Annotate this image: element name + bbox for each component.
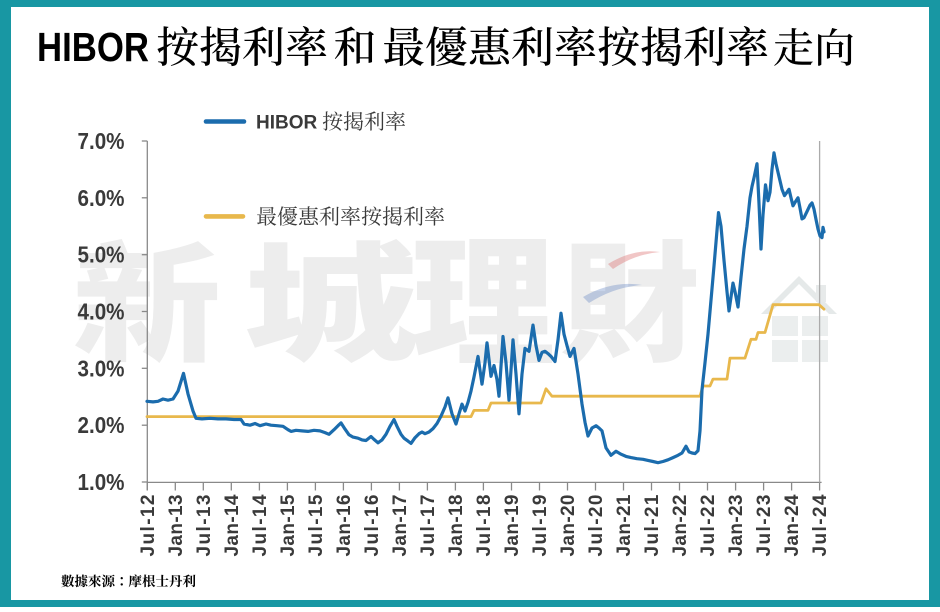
svg-text:Jul-14: Jul-14: [250, 494, 271, 556]
svg-text:7.0%: 7.0%: [78, 128, 125, 154]
svg-text:Jan-20: Jan-20: [558, 495, 579, 557]
svg-text:Jan-22: Jan-22: [670, 495, 691, 557]
svg-text:HIBOR: HIBOR: [37, 24, 149, 70]
svg-text:Jan-18: Jan-18: [446, 495, 467, 557]
svg-text:HIBOR: HIBOR: [256, 113, 318, 134]
svg-text:Jan-15: Jan-15: [278, 494, 299, 556]
svg-text:Jul-22: Jul-22: [698, 495, 719, 557]
svg-text:5.0%: 5.0%: [78, 242, 125, 268]
svg-text:Jan-19: Jan-19: [502, 495, 523, 557]
svg-text:1.0%: 1.0%: [78, 469, 125, 495]
svg-text:Jul-17: Jul-17: [418, 495, 439, 557]
svg-text:Jul-18: Jul-18: [474, 495, 495, 557]
svg-text:Jul-16: Jul-16: [362, 495, 383, 557]
svg-text:Jan-14: Jan-14: [222, 494, 243, 556]
svg-text:3.0%: 3.0%: [78, 355, 125, 381]
svg-text:4.0%: 4.0%: [78, 299, 125, 325]
svg-text:Jul-21: Jul-21: [642, 494, 663, 556]
svg-text:Jul-15: Jul-15: [306, 494, 327, 556]
svg-text:Jul-20: Jul-20: [586, 495, 607, 557]
svg-text:Jul-19: Jul-19: [530, 495, 551, 557]
svg-text:Jul-23: Jul-23: [754, 495, 775, 557]
svg-text:Jul-13: Jul-13: [194, 495, 215, 557]
svg-text:Jan-23: Jan-23: [726, 495, 747, 557]
svg-text:Jul-24: Jul-24: [810, 494, 831, 556]
svg-text:Jan-24: Jan-24: [782, 494, 803, 556]
svg-text:2.0%: 2.0%: [78, 412, 125, 438]
svg-text:Jan-21: Jan-21: [614, 494, 635, 556]
svg-text:Jan-13: Jan-13: [166, 495, 187, 557]
svg-text:Jan-17: Jan-17: [390, 495, 411, 557]
svg-text:Jul-12: Jul-12: [138, 495, 159, 557]
svg-text:Jan-16: Jan-16: [334, 495, 355, 557]
svg-text:6.0%: 6.0%: [78, 185, 125, 211]
